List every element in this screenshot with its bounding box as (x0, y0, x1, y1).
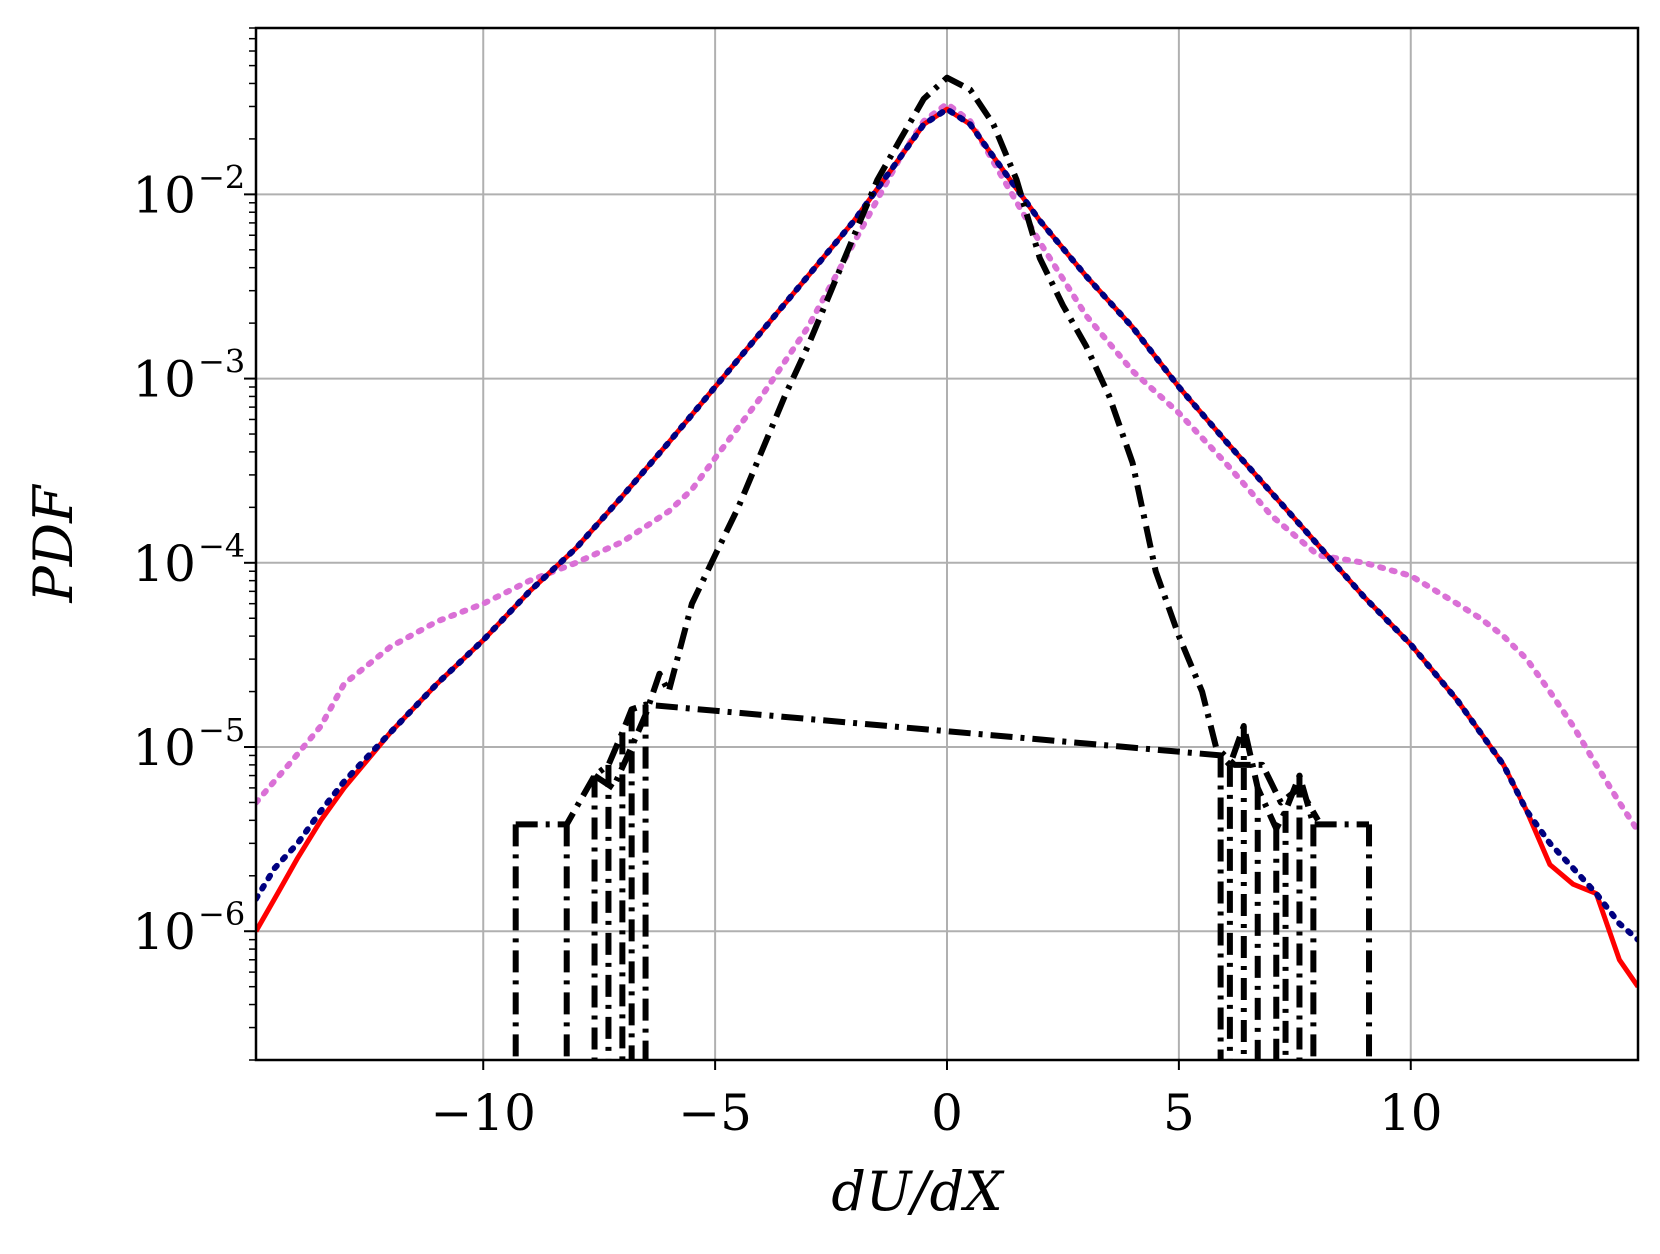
x-tick-label: 10 (1379, 1084, 1443, 1142)
series-layer (256, 74, 1638, 1060)
plot-area (256, 74, 1638, 1060)
y-tick-exponent: −3 (198, 343, 245, 381)
series-line-4 (515, 701, 1369, 832)
x-tick-label: −5 (678, 1084, 752, 1142)
series-line-0 (256, 100, 1638, 834)
y-tick-exponent: −2 (198, 158, 245, 196)
x-tick-label: −10 (430, 1084, 536, 1142)
series-line-2 (256, 106, 1638, 943)
y-tick-label: 10 (132, 351, 196, 409)
y-tick-exponent: −5 (198, 711, 245, 749)
y-tick-label: 10 (132, 903, 196, 961)
grid-lines (256, 28, 1638, 1060)
series-line-3 (592, 74, 1321, 822)
y-tick-label: 10 (132, 719, 196, 777)
x-tick-label: 5 (1163, 1084, 1195, 1142)
y-axis-title: PDF (22, 483, 85, 604)
y-tick-label: 10 (132, 166, 196, 224)
x-tick-label: 0 (931, 1084, 963, 1142)
y-tick-exponent: −4 (198, 527, 245, 565)
y-tick-label: 10 (132, 535, 196, 593)
axes-frame (254, 26, 1640, 1062)
y-tick-exponent: −6 (198, 895, 245, 933)
x-axis-title: dU/dX (831, 1160, 1005, 1223)
